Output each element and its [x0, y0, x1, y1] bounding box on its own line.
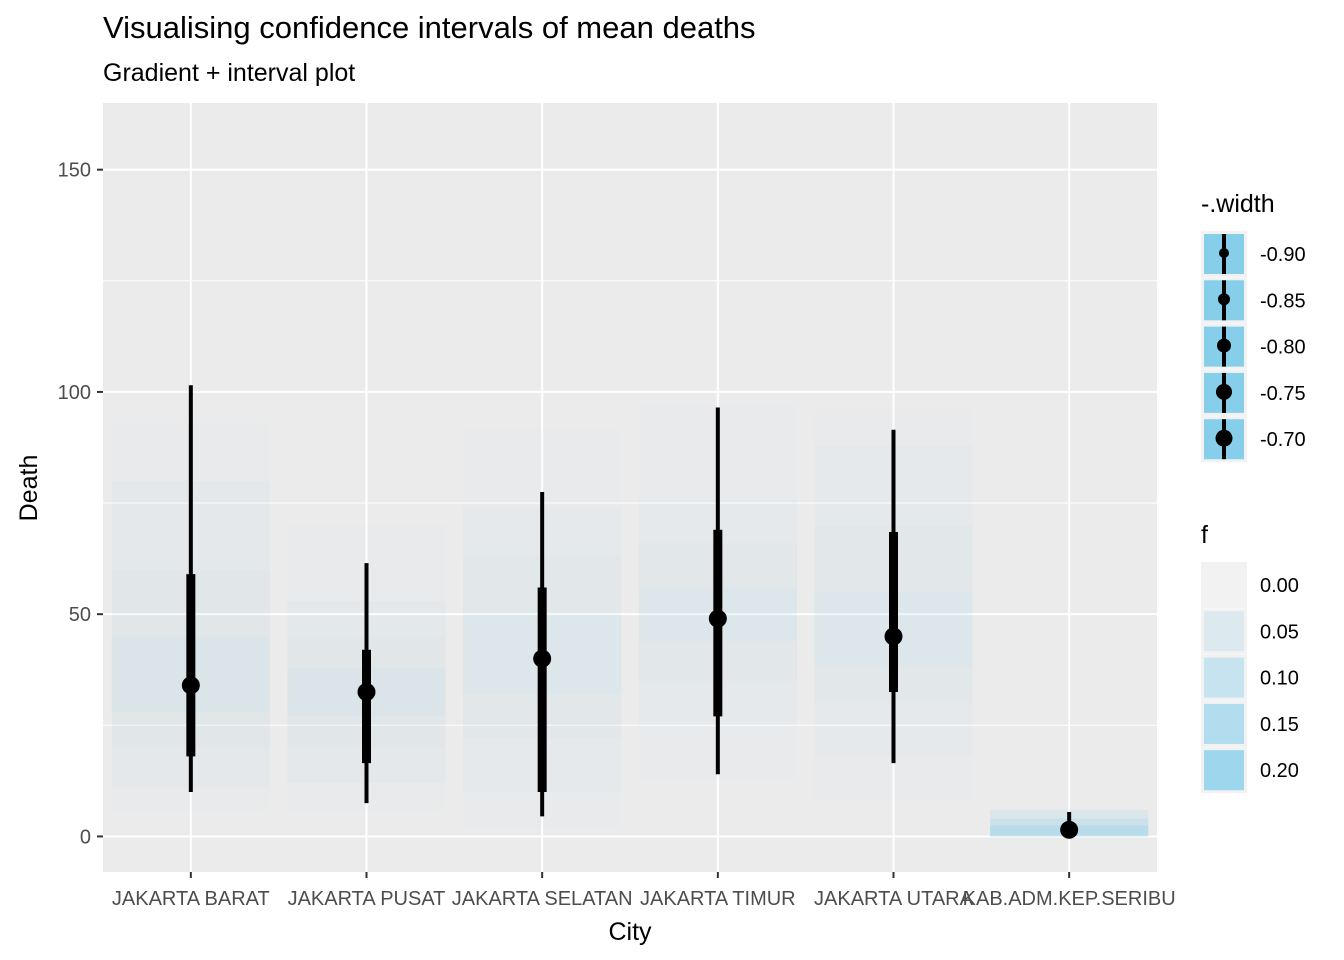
legend-key-bg: [1201, 562, 1247, 608]
intervals: [181, 385, 1079, 839]
y-tick-label: 100: [58, 382, 91, 404]
y-tick-label: 0: [80, 826, 91, 848]
legend-f-label: 0.05: [1260, 621, 1299, 643]
legend-f-label: 0.00: [1260, 575, 1299, 597]
legend-key-point: [1215, 429, 1233, 447]
y-axis: 0 50 100 150: [58, 160, 103, 848]
point-estimate: [884, 627, 903, 646]
y-axis-title: Death: [15, 455, 43, 522]
point-estimate: [181, 676, 200, 695]
legend-key-fill: [1204, 750, 1244, 791]
legend-width-label: -0.85: [1260, 290, 1306, 312]
x-axis: JAKARTA BARAT JAKARTA PUSAT JAKARTA SELATA…: [112, 872, 1176, 910]
legend-key-fill: [1204, 703, 1244, 744]
y-tick-label: 50: [69, 604, 91, 626]
x-tick-label: JAKARTA PUSAT: [288, 888, 446, 910]
x-axis-title: City: [608, 918, 652, 946]
chart-subtitle: Gradient + interval plot: [103, 59, 356, 87]
legend-width-label: -0.80: [1260, 337, 1306, 359]
y-tick-label: 150: [58, 160, 91, 182]
x-tick-label: JAKARTA BARAT: [112, 888, 270, 910]
point-estimate: [1060, 820, 1079, 839]
legend-width-label: -0.90: [1260, 244, 1306, 266]
legend-key-fill: [1204, 565, 1244, 605]
x-tick-label: JAKARTA TIMUR: [640, 888, 796, 910]
legend-key-fill: [1204, 657, 1244, 698]
legend-key-point: [1218, 293, 1230, 306]
grid-minor: [103, 280, 1157, 726]
legend-f-label: 0.20: [1260, 760, 1299, 782]
legend-key-bg: [1201, 608, 1247, 655]
legend-width-title: -.width: [1201, 190, 1275, 218]
legend-f-title: f: [1201, 521, 1208, 549]
legend-f: f 0.00 0.05 0.10 0.15 0.20: [1201, 521, 1299, 794]
legend-key-fill: [1204, 611, 1244, 652]
legend-width-label: -0.70: [1260, 429, 1306, 451]
legend-width: -.width -0.90 -0.85 -0.80 -0.75 -0.70: [1201, 190, 1306, 463]
x-tick-label: JAKARTA SELATAN: [452, 888, 633, 910]
legend-f-label: 0.15: [1260, 714, 1299, 736]
legend-f-label: 0.10: [1260, 668, 1299, 690]
legend-width-label: -0.75: [1260, 383, 1306, 405]
legend-key-point: [1219, 248, 1229, 258]
plot-panel: [103, 103, 1157, 872]
chart-title: Visualising confidence intervals of mean…: [103, 10, 756, 45]
point-estimate: [533, 649, 552, 668]
point-estimate: [357, 682, 376, 701]
point-estimate: [708, 609, 727, 628]
legend-key-point: [1216, 383, 1232, 400]
x-tick-label: JAKARTA UTARA: [814, 888, 974, 910]
legend-key-point: [1217, 338, 1231, 353]
legend-key-bg: [1201, 654, 1247, 701]
x-tick-label: KAB.ADM.KEP.SERIBU: [963, 888, 1176, 910]
